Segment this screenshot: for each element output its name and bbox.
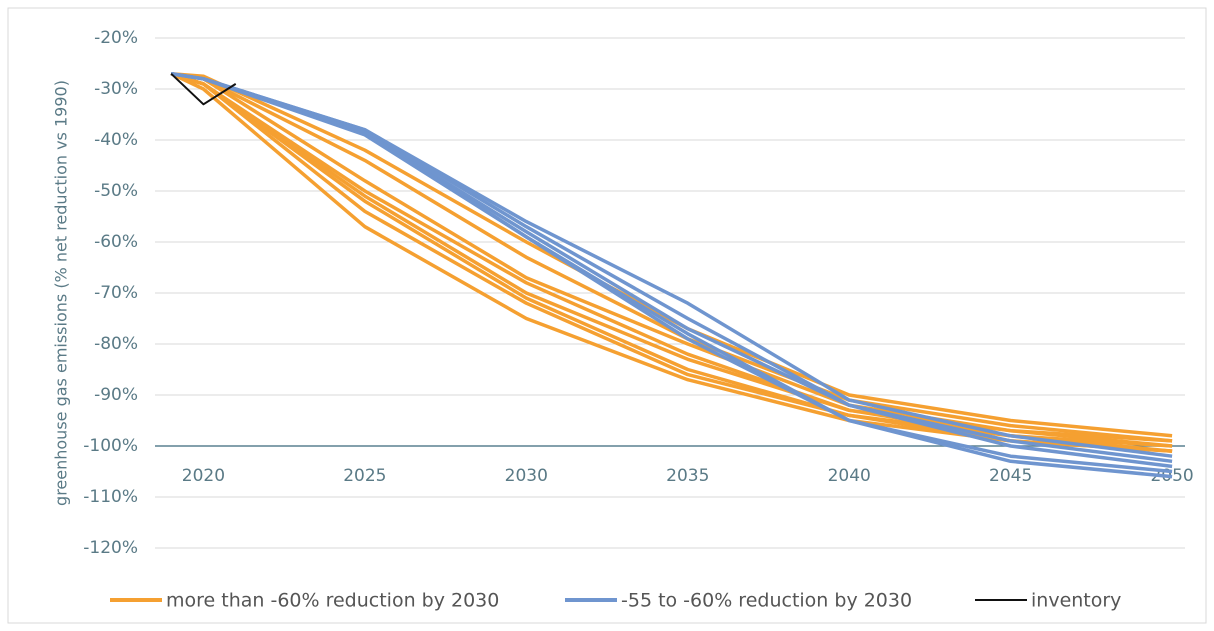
legend-label: more than -60% reduction by 2030 <box>166 590 499 612</box>
legend: more than -60% reduction by 2030 -55 to -… <box>110 590 1121 612</box>
y-tick-label: -40% <box>94 130 138 150</box>
y-tick-label: -80% <box>94 334 138 354</box>
y-tick-label: -70% <box>94 283 138 303</box>
x-tick-label: 2035 <box>666 466 709 486</box>
series-line <box>170 72 237 106</box>
legend-label: -55 to -60% reduction by 2030 <box>621 590 912 612</box>
y-tick-label: -110% <box>83 487 138 507</box>
y-tick-label: -60% <box>94 232 138 252</box>
x-tick-label: 2045 <box>989 466 1032 486</box>
legend-label: inventory <box>1031 590 1121 612</box>
y-tick-label: -30% <box>94 79 138 99</box>
y-tick-label: -120% <box>83 538 138 558</box>
x-tick-label: 2040 <box>828 466 871 486</box>
y-tick-label: -100% <box>83 436 138 456</box>
series-line <box>170 71 1173 443</box>
x-tick-label: 2020 <box>182 466 225 486</box>
y-tick-label: -50% <box>94 181 138 201</box>
chart-frame <box>7 7 1207 624</box>
y-axis-label: greenhouse gas emissions (% net reductio… <box>52 80 71 506</box>
x-tick-label: 2030 <box>505 466 548 486</box>
x-tick-label: 2025 <box>343 466 386 486</box>
y-tick-label: -90% <box>94 385 138 405</box>
y-tick-label: -20% <box>94 28 138 48</box>
